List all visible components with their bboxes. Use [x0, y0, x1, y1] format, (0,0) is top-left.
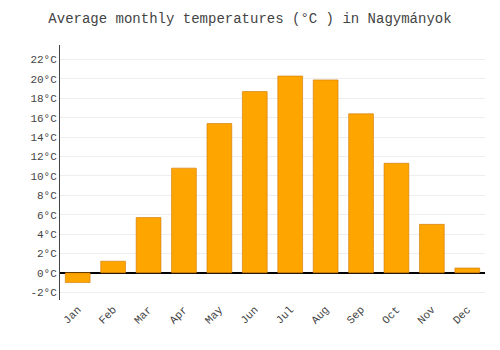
- svg-text:Jul: Jul: [274, 304, 296, 326]
- svg-text:12°C: 12°C: [30, 151, 57, 163]
- svg-text:16°C: 16°C: [30, 113, 57, 125]
- svg-text:Jun: Jun: [238, 304, 260, 326]
- svg-text:Sep: Sep: [345, 304, 367, 326]
- svg-text:May: May: [203, 304, 226, 327]
- svg-text:Dec: Dec: [451, 304, 473, 326]
- svg-text:Apr: Apr: [167, 304, 189, 326]
- svg-text:Aug: Aug: [309, 304, 331, 326]
- svg-text:4°C: 4°C: [37, 229, 57, 241]
- svg-text:8°C: 8°C: [37, 190, 57, 202]
- svg-text:Feb: Feb: [97, 304, 119, 326]
- svg-text:10°C: 10°C: [30, 171, 57, 183]
- svg-text:Jan: Jan: [61, 304, 83, 326]
- svg-text:18°C: 18°C: [30, 93, 57, 105]
- svg-text:Oct: Oct: [380, 304, 402, 326]
- svg-text:22°C: 22°C: [30, 54, 57, 66]
- svg-text:Mar: Mar: [132, 304, 154, 326]
- svg-text:0°C: 0°C: [37, 268, 57, 280]
- svg-text:6°C: 6°C: [37, 210, 57, 222]
- svg-text:Average monthly temperatures (: Average monthly temperatures (°C ) in Na…: [48, 11, 451, 27]
- svg-text:Nov: Nov: [415, 304, 438, 327]
- svg-text:2°C: 2°C: [37, 248, 57, 260]
- svg-text:20°C: 20°C: [30, 74, 57, 86]
- svg-text:14°C: 14°C: [30, 132, 57, 144]
- svg-text:-2°C: -2°C: [30, 287, 57, 299]
